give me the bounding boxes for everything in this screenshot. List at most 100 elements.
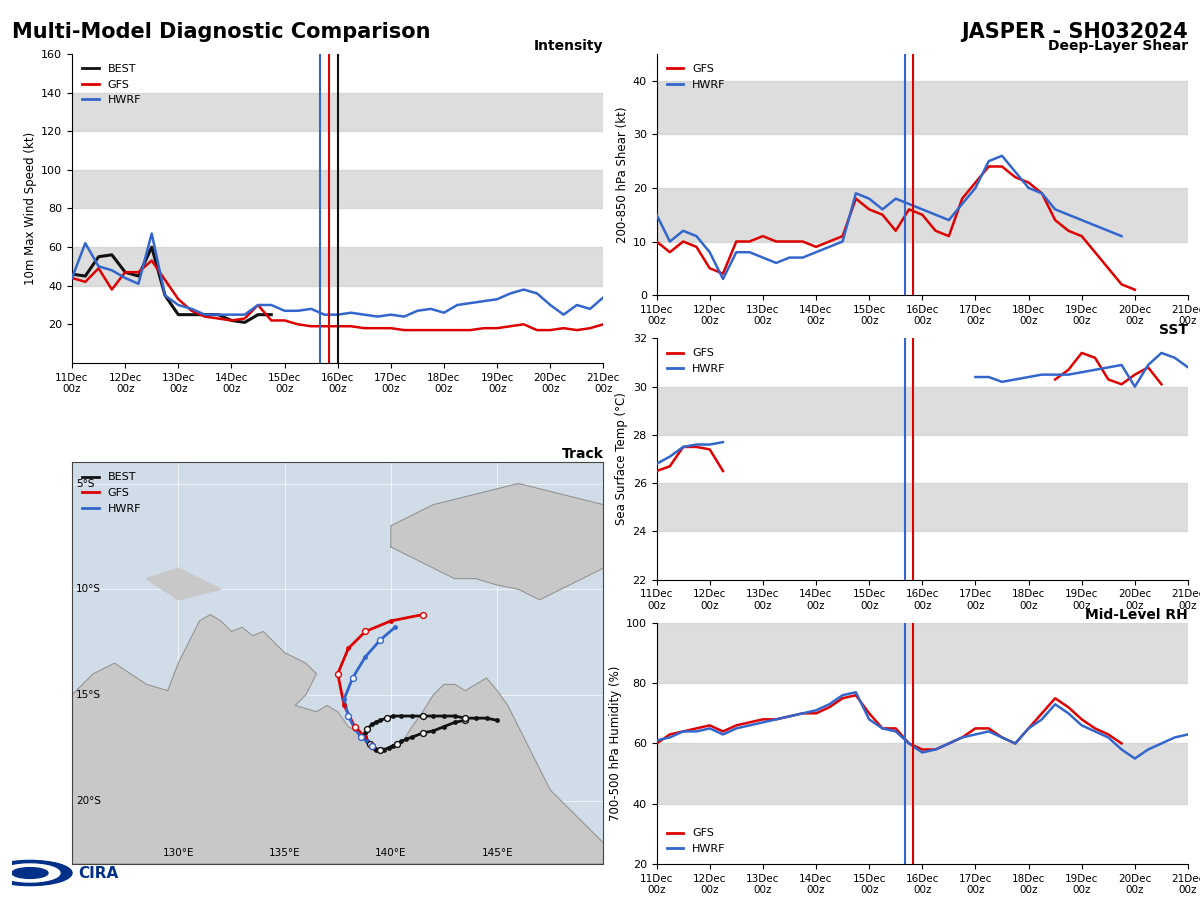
Point: [434, 719, 454, 733]
Bar: [656, 483, 1188, 531]
Point: [346, 722, 365, 736]
Point: [362, 738, 382, 752]
Point: [402, 730, 421, 744]
Text: 145°E: 145°E: [481, 848, 512, 858]
Point: [383, 738, 402, 752]
Point: [385, 620, 404, 634]
Point: [377, 711, 396, 725]
Point: [413, 725, 432, 740]
Point: [392, 709, 412, 724]
Point: [467, 711, 486, 725]
Point: [371, 633, 390, 647]
Text: Mid-Level RH: Mid-Level RH: [1085, 608, 1188, 622]
Polygon shape: [72, 615, 604, 864]
Point: [362, 738, 382, 752]
Y-axis label: 200-850 hPa Shear (kt): 200-850 hPa Shear (kt): [616, 106, 629, 243]
Point: [358, 722, 377, 736]
Point: [362, 738, 382, 752]
Point: [355, 625, 374, 639]
Circle shape: [0, 860, 72, 886]
Point: [328, 667, 347, 681]
Bar: [656, 743, 1188, 804]
Point: [335, 698, 354, 713]
Bar: [72, 93, 604, 131]
Point: [338, 641, 358, 655]
Point: [371, 742, 390, 757]
Text: Deep-Layer Shear: Deep-Layer Shear: [1048, 39, 1188, 53]
Y-axis label: Sea Surface Temp (°C): Sea Surface Temp (°C): [616, 392, 629, 526]
Text: 15°S: 15°S: [77, 690, 101, 700]
Point: [355, 625, 374, 639]
Point: [456, 713, 475, 727]
Text: 140°E: 140°E: [376, 848, 407, 858]
Point: [424, 709, 443, 724]
Legend: GFS, HWRF: GFS, HWRF: [662, 824, 730, 859]
Point: [476, 711, 496, 725]
Polygon shape: [391, 483, 604, 599]
Point: [338, 709, 358, 724]
Text: Track: Track: [562, 447, 604, 461]
Point: [456, 713, 475, 727]
Point: [346, 719, 365, 733]
Point: [343, 670, 362, 685]
Circle shape: [12, 868, 48, 878]
Point: [413, 608, 432, 622]
Point: [328, 667, 347, 681]
Text: SST: SST: [1159, 323, 1188, 338]
Text: 5°S: 5°S: [77, 479, 95, 489]
Point: [413, 608, 432, 622]
Point: [358, 734, 377, 749]
Text: 20°S: 20°S: [77, 796, 101, 806]
Point: [346, 719, 365, 733]
Legend: GFS, HWRF: GFS, HWRF: [662, 59, 730, 94]
Point: [362, 717, 382, 732]
Point: [358, 722, 377, 736]
Y-axis label: 10m Max Wind Speed (kt): 10m Max Wind Speed (kt): [24, 131, 37, 285]
Point: [456, 711, 475, 725]
Point: [383, 709, 402, 724]
Point: [402, 709, 421, 724]
Point: [371, 742, 390, 757]
Point: [413, 709, 432, 724]
Point: [355, 730, 374, 744]
Legend: GFS, HWRF: GFS, HWRF: [662, 344, 730, 379]
Text: 135°E: 135°E: [269, 848, 300, 858]
Text: Intensity: Intensity: [534, 39, 604, 53]
Point: [355, 725, 374, 740]
Point: [377, 711, 396, 725]
Point: [392, 734, 412, 749]
Point: [371, 633, 390, 647]
Point: [335, 692, 354, 706]
Point: [445, 709, 464, 724]
Point: [355, 650, 374, 664]
Point: [424, 724, 443, 738]
Bar: [656, 623, 1188, 683]
Point: [413, 709, 432, 724]
Point: [360, 736, 379, 751]
Bar: [72, 170, 604, 209]
Point: [434, 709, 454, 724]
Point: [382, 614, 401, 628]
Text: 10°S: 10°S: [77, 584, 101, 594]
Legend: BEST, GFS, HWRF: BEST, GFS, HWRF: [78, 468, 145, 518]
Text: 130°E: 130°E: [162, 848, 194, 858]
Point: [379, 741, 398, 755]
Legend: BEST, GFS, HWRF: BEST, GFS, HWRF: [78, 59, 145, 110]
Text: JASPER - SH032024: JASPER - SH032024: [961, 22, 1188, 42]
Point: [388, 736, 407, 751]
Point: [352, 730, 371, 744]
Point: [358, 734, 377, 749]
Point: [388, 736, 407, 751]
Text: CIRA: CIRA: [78, 866, 119, 880]
Bar: [72, 248, 604, 285]
Point: [355, 730, 374, 744]
Bar: [656, 81, 1188, 134]
Bar: [656, 387, 1188, 435]
Point: [374, 742, 394, 757]
Point: [352, 730, 371, 744]
Circle shape: [0, 864, 60, 882]
Point: [445, 716, 464, 730]
Text: Multi-Model Diagnostic Comparison: Multi-Model Diagnostic Comparison: [12, 22, 431, 42]
Point: [365, 741, 384, 755]
Y-axis label: 700-500 hPa Humidity (%): 700-500 hPa Humidity (%): [608, 666, 622, 821]
